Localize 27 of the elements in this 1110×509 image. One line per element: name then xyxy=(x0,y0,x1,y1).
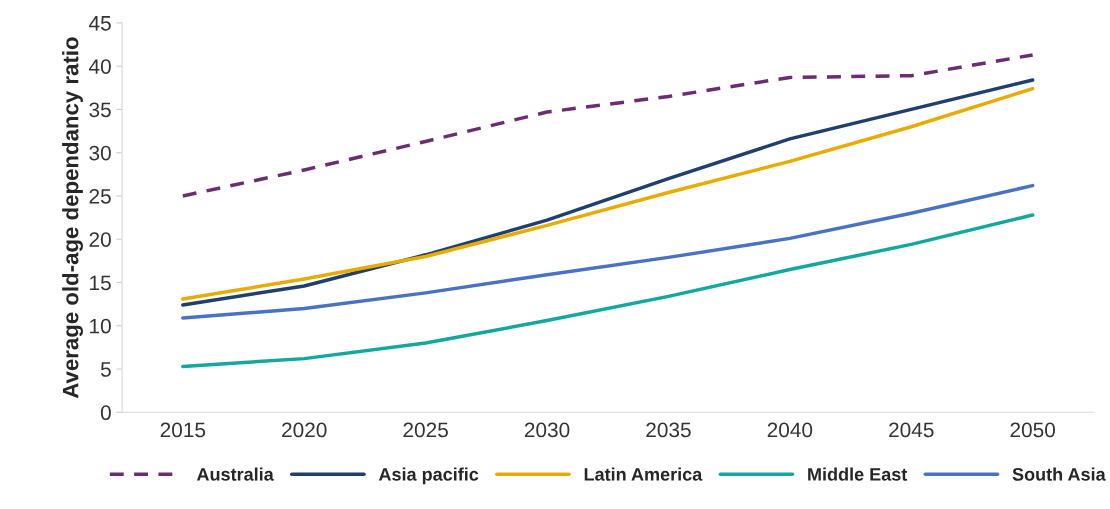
x-tick-label: 2035 xyxy=(646,422,691,438)
y-tick-label: 35 xyxy=(89,102,111,118)
x-tick-label: 2045 xyxy=(889,422,934,438)
legend-label: Asia pacific xyxy=(378,467,479,485)
legend-label: Middle East xyxy=(808,467,908,481)
line-series xyxy=(181,53,1035,198)
legend-label: Australia xyxy=(196,467,274,481)
x-tick-label: 2015 xyxy=(160,422,206,438)
y-tick-label: 20 xyxy=(89,232,111,247)
y-tick-label: 0 xyxy=(100,405,111,421)
legend-label: Latin America xyxy=(584,467,703,481)
y-tick-label: 10 xyxy=(90,318,111,334)
legend-label: South Asia xyxy=(1012,467,1106,481)
y-tick-label: 25 xyxy=(89,188,111,204)
y-tick-label: 45 xyxy=(88,16,111,31)
y-tick-label: 40 xyxy=(88,59,111,74)
x-tick-label: 2040 xyxy=(767,422,813,438)
x-tick-label: 2025 xyxy=(403,422,448,438)
x-tick-label: 2050 xyxy=(1010,422,1056,438)
line-series xyxy=(181,213,1035,369)
y-axis-title: Average old-age dependancy ratio xyxy=(62,37,83,399)
x-tick-label: 2020 xyxy=(282,422,327,438)
x-tick-label: 2030 xyxy=(524,422,570,438)
y-tick-label: 30 xyxy=(89,145,111,161)
line-series xyxy=(181,183,1035,320)
y-tick-label: 15 xyxy=(90,275,111,291)
y-tick-label: 5 xyxy=(100,362,111,377)
